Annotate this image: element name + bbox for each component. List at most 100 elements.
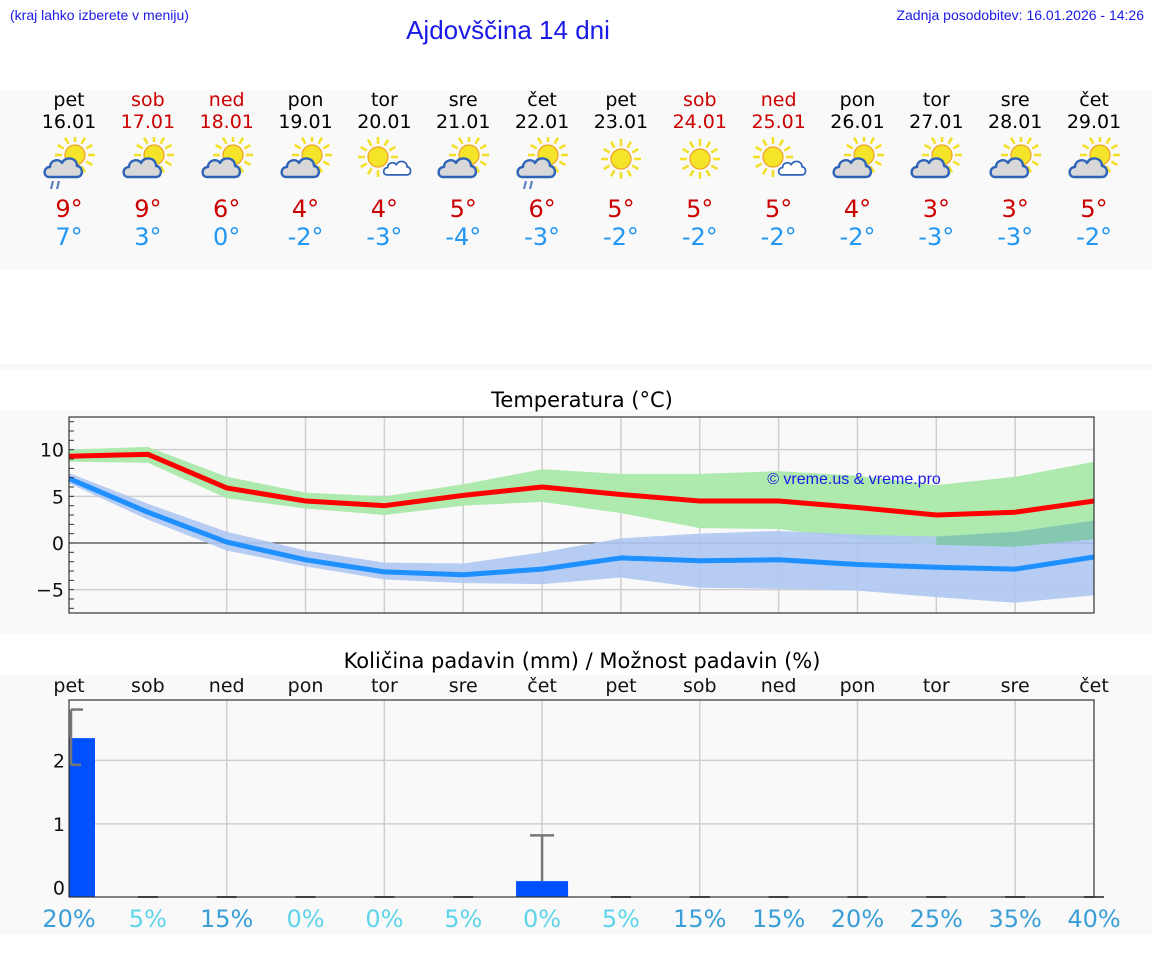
day-date: 29.01 [1066, 111, 1122, 133]
svg-text:pet: pet [53, 675, 84, 697]
day-name: čet [527, 89, 557, 111]
svg-text:35%: 35% [988, 905, 1041, 933]
temp-max: 4° [843, 195, 872, 223]
svg-text:0%: 0% [523, 905, 561, 933]
svg-text:20%: 20% [831, 905, 884, 933]
temp-min: -3° [918, 223, 955, 251]
svg-text:25%: 25% [910, 905, 963, 933]
svg-text:15%: 15% [673, 905, 726, 933]
day-name: tor [370, 89, 398, 111]
temperature-chart-title: Temperatura (°C) [491, 388, 673, 412]
day-column: čet 22.01 6° -3° [502, 88, 582, 251]
sunny-icon [670, 137, 730, 191]
temp-min: -2° [287, 223, 324, 251]
temp-max: 5° [686, 195, 714, 223]
svg-text:5: 5 [52, 486, 64, 508]
day-name: tor [922, 89, 950, 111]
day-name: pon [287, 89, 324, 111]
day-name: čet [1079, 89, 1109, 111]
svg-text:20%: 20% [42, 905, 95, 933]
day-column: čet 29.01 5° -2° [1054, 88, 1134, 251]
svg-text:5%: 5% [444, 905, 482, 933]
day-date: 19.01 [278, 111, 333, 133]
svg-text:čet: čet [527, 675, 557, 697]
temp-max: 6° [213, 195, 241, 223]
day-date: 23.01 [593, 111, 649, 133]
svg-text:0: 0 [52, 533, 64, 555]
day-date: 28.01 [987, 111, 1043, 133]
day-date: 25.01 [751, 111, 806, 133]
svg-text:sob: sob [131, 675, 165, 697]
daily-forecast-strip: pet 16.01 9° 7° sob 17.01 9° 3° ned 18.01 6° 0° pon 1… [0, 88, 1152, 270]
watermark: © vreme.us & vreme.pro [767, 471, 941, 488]
divider [0, 364, 1152, 369]
svg-text:10: 10 [40, 440, 64, 462]
day-column: pon 19.01 4° -2° [266, 88, 346, 251]
temp-max: 4° [291, 195, 320, 223]
svg-text:5%: 5% [602, 905, 640, 933]
partly-cloudy-icon [985, 135, 1045, 191]
day-name: pon [839, 89, 876, 111]
svg-text:5%: 5% [129, 905, 167, 933]
day-date: 20.01 [357, 111, 412, 133]
svg-text:pon: pon [840, 675, 876, 697]
svg-text:sre: sre [1001, 675, 1030, 697]
day-column: sob 17.01 9° 3° [108, 88, 188, 251]
temp-max: 9° [55, 195, 83, 223]
forecast-strip-background [0, 90, 1152, 270]
temp-min: -2° [760, 223, 797, 251]
day-date: 17.01 [120, 111, 176, 133]
svg-text:pon: pon [288, 675, 324, 697]
temp-max: 3° [922, 195, 950, 223]
svg-text:ned: ned [761, 675, 797, 697]
partly-cloudy-icon [197, 135, 257, 191]
day-date: 21.01 [436, 111, 491, 133]
day-name: sob [683, 89, 717, 111]
svg-text:40%: 40% [1067, 905, 1120, 933]
precipitation-chart: pet sob ned pon tor sre čet pet sob ned pon tor sre č… [42, 675, 1120, 933]
day-date: 24.01 [672, 111, 727, 133]
partly-cloudy-rain-icon [512, 135, 572, 191]
location-hint: (kraj lahko izberete v meniju) [10, 7, 189, 23]
day-column: sre 28.01 3° -3° [975, 88, 1055, 251]
day-name: sre [448, 89, 478, 111]
partly-cloudy-icon [433, 135, 493, 191]
partly-cloudy-icon [118, 135, 178, 191]
temp-min: -3° [524, 223, 561, 251]
temperature-chart: −5 0 5 10 © vreme.us & vreme.pro [36, 416, 1095, 614]
temp-max: 5° [449, 195, 477, 223]
partly-cloudy-icon [1064, 135, 1124, 191]
svg-text:tor: tor [923, 675, 950, 697]
day-date: 18.01 [199, 111, 254, 133]
day-column: sob 24.01 5° -2° [660, 88, 740, 251]
temp-min: -2° [681, 223, 718, 251]
svg-text:15%: 15% [200, 905, 253, 933]
svg-text:0%: 0% [365, 905, 403, 933]
temp-min: -2° [839, 223, 876, 251]
day-column: pet 16.01 9° 7° [29, 88, 109, 251]
svg-text:čet: čet [1079, 675, 1109, 697]
svg-text:ned: ned [209, 675, 245, 697]
svg-text:tor: tor [371, 675, 398, 697]
day-date: 26.01 [830, 111, 885, 133]
svg-text:1: 1 [53, 814, 65, 836]
day-column: ned 25.01 5° -2° [739, 88, 819, 251]
partly-cloudy-icon [276, 135, 336, 191]
day-name: sre [1000, 89, 1030, 111]
day-name: ned [208, 89, 245, 111]
day-column: ned 18.01 6° 0° [187, 88, 267, 251]
mostly-sunny-icon [354, 137, 414, 191]
temp-min: -3° [997, 223, 1034, 251]
day-name: sob [131, 89, 165, 111]
svg-text:sre: sre [449, 675, 478, 697]
day-name: pet [605, 89, 637, 111]
svg-text:pet: pet [605, 675, 636, 697]
day-column: pet 23.01 5° -2° [581, 88, 661, 251]
partly-cloudy-icon [828, 135, 888, 191]
temp-min: -3° [366, 223, 403, 251]
partly-cloudy-rain-icon [39, 135, 99, 191]
day-column: sre 21.01 5° -4° [423, 88, 503, 251]
temp-min: -4° [445, 223, 482, 251]
day-name: ned [760, 89, 797, 111]
precip-chart-title: Količina padavin (mm) / Možnost padavin … [343, 649, 821, 673]
